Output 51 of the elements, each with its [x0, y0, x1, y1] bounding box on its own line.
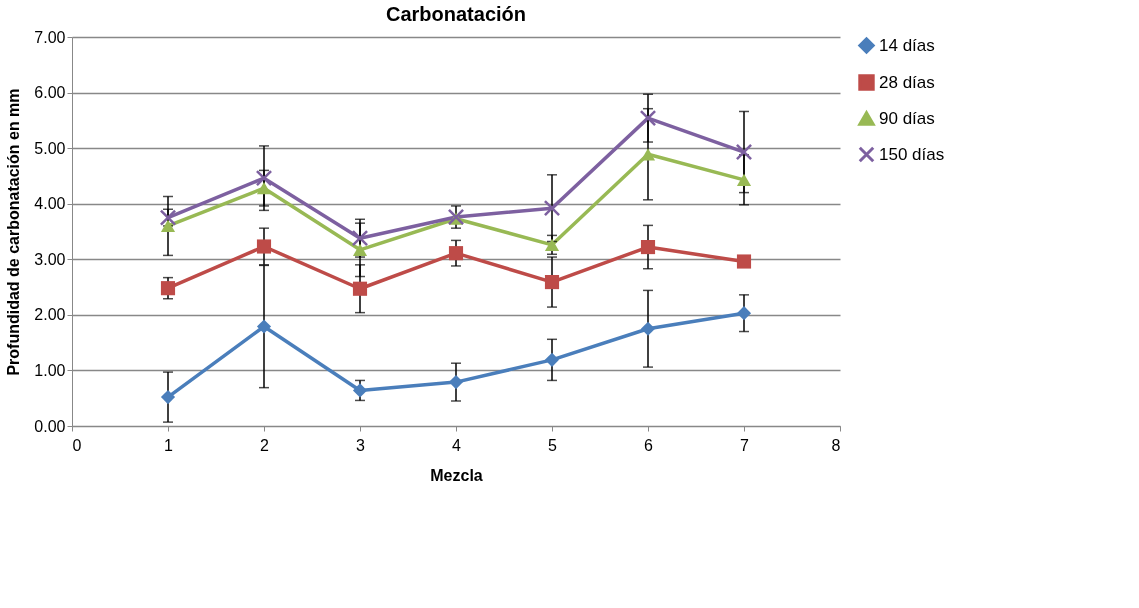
- chart-title: Carbonatación: [385, 3, 527, 25]
- point: [544, 352, 560, 367]
- y-tick-label: 1.00: [34, 361, 66, 379]
- point: [640, 148, 656, 161]
- x-tick-label: 4: [452, 436, 462, 454]
- y-tick-label: 4.00: [34, 195, 66, 213]
- x-tick-label: 1: [164, 436, 174, 454]
- point: [160, 281, 176, 296]
- y-tick-label: 3.00: [34, 250, 66, 268]
- point: [352, 281, 368, 296]
- point: [256, 182, 272, 195]
- point: [544, 238, 560, 251]
- legend-label: 150 días: [879, 144, 945, 164]
- point: [736, 173, 752, 186]
- x-tick-label: 2: [260, 436, 270, 454]
- x-tick-label: 7: [740, 436, 750, 454]
- point: [160, 219, 176, 233]
- x-tick-label: 0: [72, 436, 82, 454]
- x-tick-label: 3: [356, 436, 366, 454]
- y-tick-label: 7.00: [34, 28, 66, 46]
- y-tick-label: 5.00: [34, 139, 66, 157]
- y-tick-label: 6.00: [34, 84, 66, 102]
- x-tick-label: 5: [548, 436, 558, 454]
- x-axis-title: Mezcla: [430, 466, 483, 484]
- point: [736, 254, 752, 269]
- x-tick-label: 8: [831, 436, 841, 454]
- point: [543, 199, 561, 217]
- point: [448, 375, 464, 390]
- point: [639, 109, 657, 127]
- point: [447, 208, 465, 226]
- legend-label: 90 días: [879, 108, 935, 128]
- point: [256, 319, 272, 334]
- point: [352, 383, 368, 398]
- point: [735, 143, 753, 161]
- point: [160, 390, 176, 405]
- point: [544, 275, 560, 290]
- point: [255, 169, 273, 187]
- point: [640, 239, 656, 255]
- point: [448, 246, 464, 261]
- y-tick-label: 0.00: [34, 417, 66, 435]
- x-tick-label: 6: [644, 436, 654, 454]
- y-tick-label: 2.00: [34, 306, 66, 324]
- legend-label: 28 días: [879, 72, 935, 92]
- point: [736, 306, 752, 321]
- y-axis-title: Profundidad de carbonatación en mm: [5, 88, 23, 376]
- point: [352, 243, 368, 256]
- point: [159, 209, 177, 226]
- point: [351, 229, 369, 247]
- legend-label: 14 días: [879, 35, 935, 55]
- point: [640, 321, 656, 336]
- point: [256, 239, 272, 254]
